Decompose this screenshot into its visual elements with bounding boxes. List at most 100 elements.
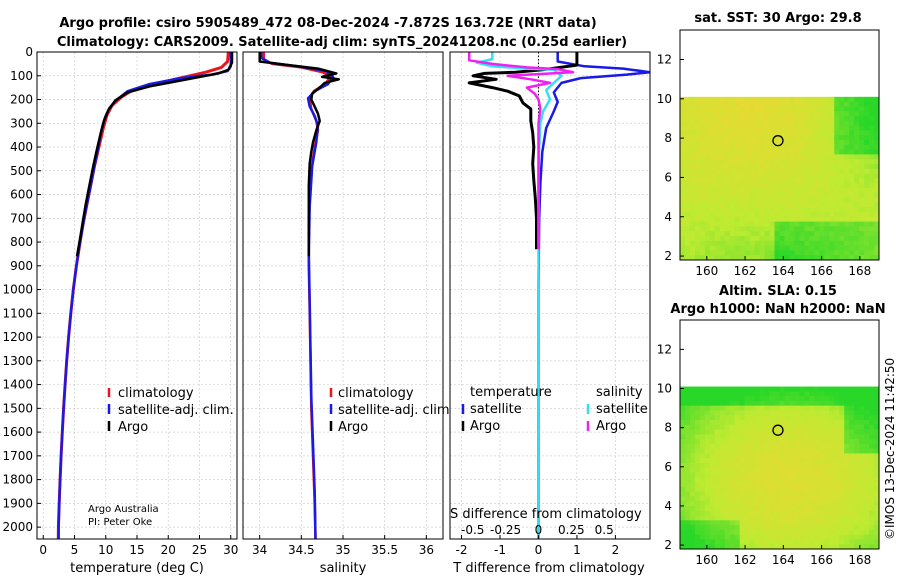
heatmap-cell [699, 130, 706, 136]
heatmap-cell [709, 135, 716, 141]
heatmap-cell [799, 477, 805, 483]
heatmap-cell [834, 486, 840, 493]
heatmap-cell [829, 111, 835, 117]
heatmap-cell [769, 216, 775, 223]
heatmap-cell [849, 434, 855, 440]
heatmap-cell [729, 159, 736, 165]
heatmap-cell [694, 96, 701, 103]
heatmap-cell [749, 482, 756, 488]
heatmap-cell [734, 101, 741, 107]
heatmap-cell [704, 144, 711, 151]
heatmap-cell [734, 491, 741, 497]
heatmap-cell [799, 250, 805, 256]
heatmap-cell [799, 240, 805, 246]
heatmap-cell [714, 477, 721, 483]
heatmap-cell [839, 544, 845, 550]
heatmap-cell [804, 120, 810, 127]
heatmap-cell [719, 529, 726, 536]
heatmap-cell [869, 216, 875, 223]
heatmap-cell [680, 164, 686, 170]
heatmap-cell [789, 255, 795, 261]
heatmap-cell [714, 164, 721, 170]
heatmap-cell [734, 544, 741, 550]
heatmap-cell [799, 467, 805, 473]
heatmap-cell [759, 231, 765, 237]
heatmap-cell [779, 443, 785, 450]
heatmap-cell [719, 539, 726, 545]
heatmap-cell [869, 405, 875, 411]
heatmap-cell [689, 443, 696, 450]
heatmap-cell [774, 453, 780, 459]
heatmap-cell [804, 159, 810, 165]
heatmap-cell [749, 226, 756, 232]
heatmap-cell [689, 240, 696, 246]
heatmap-cell [804, 467, 810, 473]
heatmap-cell [724, 207, 731, 213]
heatmap-cell [794, 491, 800, 497]
heatmap-cell [699, 96, 706, 103]
heatmap-cell [774, 130, 780, 136]
heatmap-cell [839, 496, 845, 502]
heatmap-cell [819, 477, 825, 483]
heatmap-cell [864, 386, 870, 392]
heatmap-cell [859, 448, 865, 454]
heatmap-cell [809, 130, 815, 136]
heatmap-cell [789, 405, 795, 411]
heatmap-cell [799, 429, 805, 435]
heatmap-cell [874, 149, 880, 155]
heatmap-cell [719, 443, 726, 450]
heatmap-cell [814, 429, 820, 435]
heatmap-cell [744, 202, 751, 208]
heatmap-cell [719, 159, 726, 165]
heatmap-cell [874, 178, 880, 184]
heatmap-cell [734, 120, 741, 127]
heatmap-cell [734, 400, 741, 407]
heatmap-cell [769, 135, 775, 141]
heatmap-cell [839, 207, 845, 213]
heatmap-cell [699, 101, 706, 107]
heatmap-cell [774, 486, 780, 493]
heatmap-cell [769, 510, 775, 516]
heatmap-cell [864, 419, 870, 426]
heatmap-cell [844, 173, 850, 179]
heatmap-cell [774, 154, 780, 160]
heatmap-cell [809, 463, 815, 469]
heatmap-cell [859, 120, 865, 127]
heatmap-cell [819, 212, 825, 218]
heatmap-cell [834, 463, 840, 469]
heatmap-cell [849, 140, 855, 146]
heatmap-cell [709, 212, 716, 218]
heatmap-cell [874, 101, 880, 107]
heatmap-cell [854, 448, 860, 454]
heatmap-cell [680, 125, 686, 131]
heatmap-cell [689, 410, 696, 416]
heatmap-cell [719, 501, 726, 507]
heatmap-cell [814, 116, 820, 122]
heatmap-cell [719, 183, 726, 189]
heatmap-cell [864, 255, 870, 261]
heatmap-cell [689, 168, 696, 175]
heatmap-cell [699, 410, 706, 416]
heatmap-cell [864, 510, 870, 516]
heatmap-cell [794, 405, 800, 411]
heatmap-cell [809, 396, 815, 402]
heatmap-cell [864, 168, 870, 175]
heatmap-cell [849, 96, 855, 103]
heatmap-cell [784, 443, 790, 450]
heatmap-cell [709, 207, 716, 213]
heatmap-cell [779, 221, 785, 227]
heatmap-cell [779, 212, 785, 218]
heatmap-cell [754, 534, 761, 540]
heatmap-cell [824, 202, 830, 208]
heatmap-cell [804, 106, 810, 112]
heatmap-cell [874, 525, 880, 531]
heatmap-cell [774, 386, 780, 392]
heatmap-cell [699, 424, 706, 430]
heatmap-cell [774, 188, 780, 194]
heatmap-cell [844, 453, 850, 459]
heatmap-cell [739, 477, 746, 483]
heatmap-cell [769, 164, 775, 170]
heatmap-cell [789, 443, 795, 450]
heatmap-cell [814, 207, 820, 213]
heatmap-cell [739, 400, 746, 407]
